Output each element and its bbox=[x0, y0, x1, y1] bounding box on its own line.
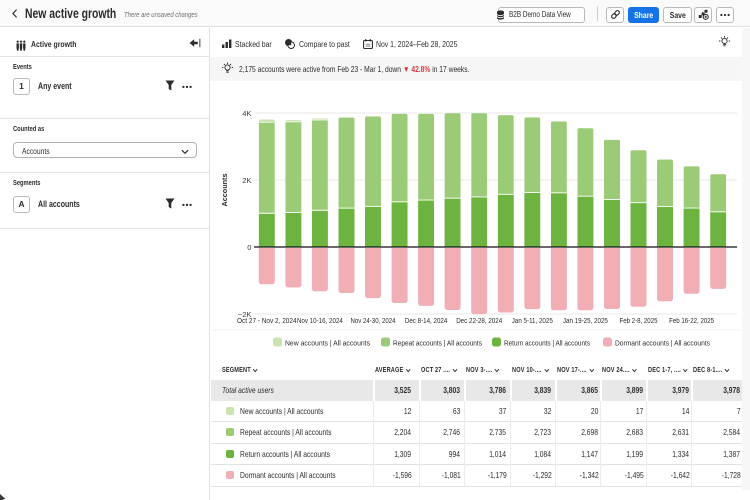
svg-text:Jan 5-11, 2025: Jan 5-11, 2025 bbox=[512, 316, 553, 325]
svg-text:Dec 8-14, 2024: Dec 8-14, 2024 bbox=[405, 316, 448, 325]
svg-text:Dec 22-28, 2024: Dec 22-28, 2024 bbox=[456, 316, 502, 325]
svg-text:4K: 4K bbox=[242, 109, 251, 118]
svg-text:Feb 16-22, 2025: Feb 16-22, 2025 bbox=[669, 316, 714, 325]
svg-text:Nov 10-16, 2024: Nov 10-16, 2024 bbox=[297, 316, 343, 325]
svg-text:Jan 19-25, 2025: Jan 19-25, 2025 bbox=[563, 316, 608, 325]
svg-text:Accounts: Accounts bbox=[220, 174, 229, 207]
svg-text:−2K: −2K bbox=[238, 310, 252, 319]
svg-text:Nov 24-30, 2024: Nov 24-30, 2024 bbox=[351, 316, 396, 325]
svg-text:0: 0 bbox=[247, 243, 251, 252]
svg-text:Oct 27 - Nov 2, 2024: Oct 27 - Nov 2, 2024 bbox=[237, 316, 296, 325]
svg-text:Feb 2-8, 2025: Feb 2-8, 2025 bbox=[620, 316, 658, 325]
svg-text:Repeat accounts | All accounts: Repeat accounts | All accounts bbox=[393, 339, 482, 348]
svg-text:2K: 2K bbox=[242, 176, 251, 185]
svg-text:Return accounts | All accounts: Return accounts | All accounts bbox=[504, 339, 590, 348]
svg-text:Dormant accounts | All account: Dormant accounts | All accounts bbox=[615, 339, 710, 348]
svg-text:New accounts | All accounts: New accounts | All accounts bbox=[285, 339, 370, 348]
